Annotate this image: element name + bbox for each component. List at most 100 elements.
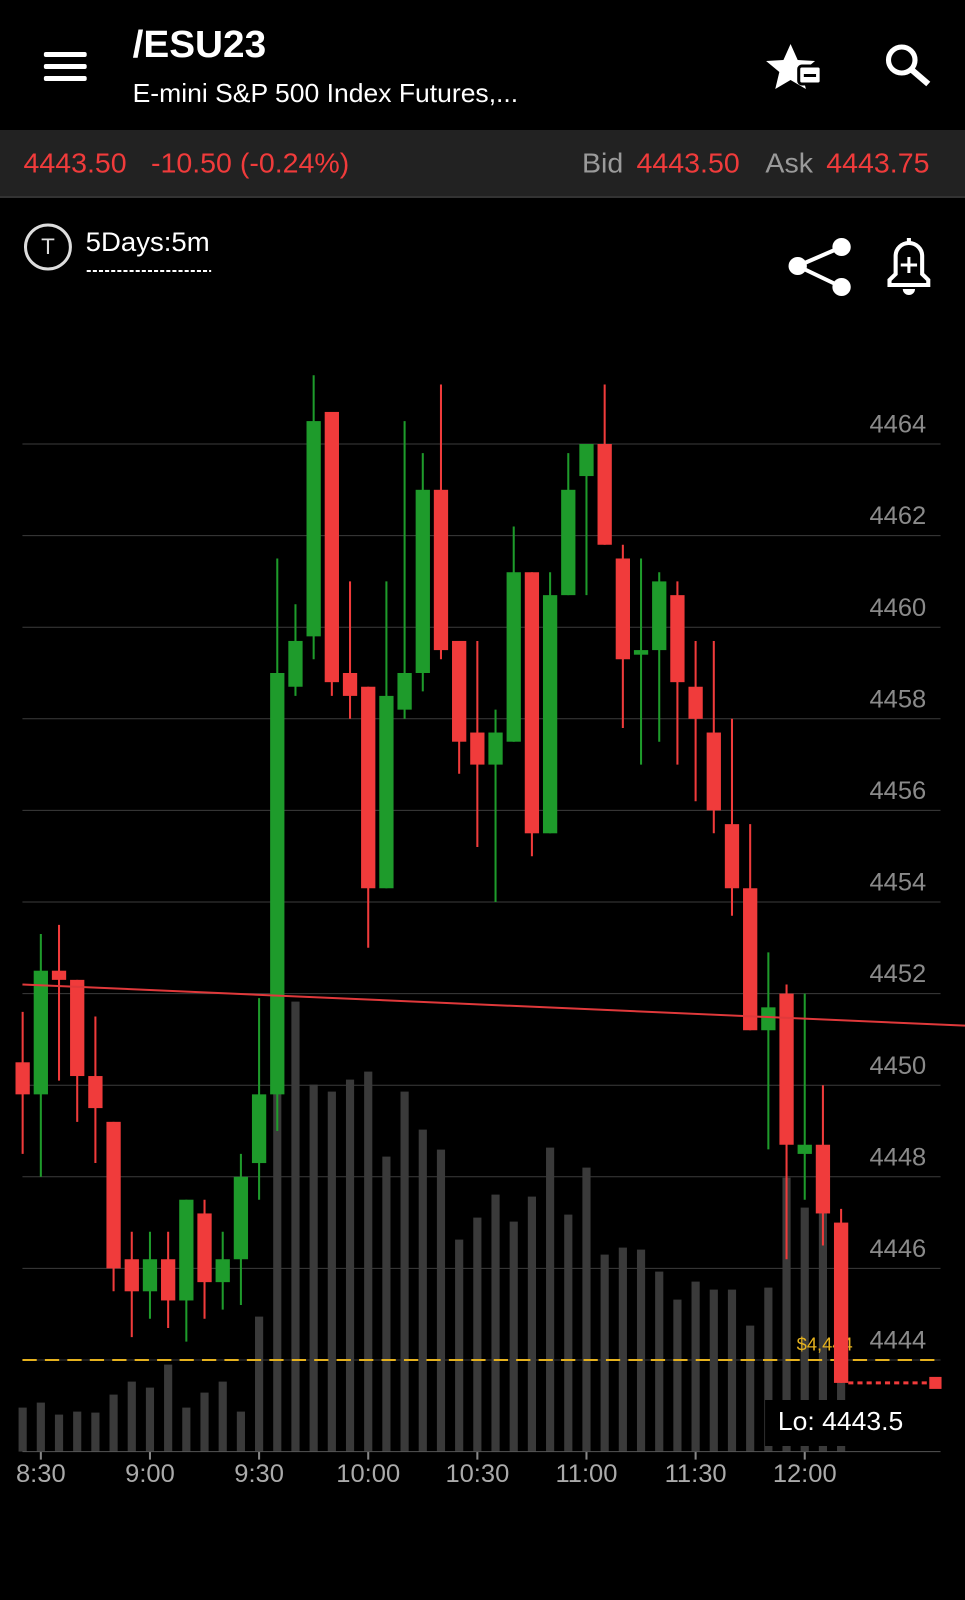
volume-bar	[782, 1177, 791, 1452]
candle-body	[397, 673, 412, 710]
share-lines	[792, 245, 843, 289]
last-price: 4443.50	[23, 147, 126, 179]
divider	[0, 196, 965, 198]
bid: 4443.50	[637, 147, 740, 179]
candle-body	[797, 1144, 812, 1154]
period: 5Days:5m	[86, 226, 210, 257]
volume-bar	[600, 1254, 609, 1452]
bell-plus	[900, 257, 918, 273]
volume-bar	[73, 1411, 82, 1452]
candle-body	[706, 732, 721, 811]
volume-bar	[236, 1411, 245, 1452]
volume-bar	[382, 1156, 391, 1452]
alert-button[interactable]	[887, 238, 931, 295]
volume-bar	[182, 1407, 191, 1452]
volume-bar	[218, 1381, 227, 1452]
search-handle	[909, 67, 931, 87]
menu-bar	[43, 64, 87, 69]
volume-bar	[727, 1289, 737, 1452]
y-tick-label: 4448	[870, 1144, 927, 1172]
y-tick-label: 4454	[870, 869, 927, 897]
candle-body	[270, 673, 285, 1095]
candle-body	[324, 411, 339, 683]
y-tick-label: 4446	[870, 1235, 927, 1263]
candle-body	[197, 1213, 212, 1283]
x-tick-label: 11:30	[665, 1460, 727, 1488]
x-tick-label: 8:30	[16, 1460, 66, 1488]
candle-body	[233, 1176, 249, 1260]
volume-bar	[582, 1167, 591, 1452]
candle-body	[761, 1007, 776, 1031]
candle-body	[833, 1222, 849, 1383]
candle-body	[561, 489, 576, 596]
candle-body	[15, 1062, 30, 1095]
volume-bar	[309, 1084, 318, 1452]
candle-body	[306, 421, 321, 637]
candle-body	[524, 572, 540, 834]
candle-body	[597, 444, 612, 545]
search-icon	[885, 44, 918, 76]
candle-body	[361, 686, 376, 889]
volume-bar	[18, 1407, 27, 1452]
candle-body	[633, 650, 649, 655]
last-price-marker	[929, 1376, 942, 1389]
volume-bar	[691, 1281, 700, 1452]
watchlist-button[interactable]	[766, 44, 823, 89]
ask: 4443.75	[826, 147, 929, 179]
candle-body	[33, 970, 48, 1095]
volume-bar	[109, 1394, 118, 1452]
volume-bar	[327, 1091, 336, 1452]
candle-body	[452, 640, 467, 742]
candle-body	[215, 1259, 230, 1283]
share-button[interactable]	[788, 238, 851, 296]
candle-body	[88, 1076, 103, 1109]
candle-body	[433, 489, 449, 651]
volume-bar	[145, 1387, 155, 1452]
volume-bar	[746, 1325, 755, 1452]
volume-bar	[818, 1179, 828, 1452]
volume-bar	[400, 1091, 409, 1452]
chart-type-button[interactable]: T	[23, 223, 72, 271]
volume-bar	[255, 1316, 264, 1452]
description: E-mini S&P 500 Index Futures,...	[133, 78, 519, 108]
x-tick-label: 10:30	[445, 1460, 509, 1488]
x-tick-label: 9:00	[125, 1460, 175, 1488]
bell-clapper	[902, 289, 916, 295]
type-letter: T	[41, 234, 55, 259]
moving-average	[22, 983, 965, 1027]
quote-bar	[0, 130, 965, 196]
y-tick-label: 4460	[870, 594, 927, 622]
period-button[interactable]: 5Days:5m	[86, 226, 212, 272]
candle-body	[342, 673, 358, 696]
volume-bar	[436, 1149, 446, 1452]
volume-bar	[709, 1289, 718, 1452]
volume-bar	[291, 1001, 300, 1452]
candle-body	[688, 686, 703, 719]
candle-body	[415, 489, 430, 673]
menu-button[interactable]	[43, 52, 87, 81]
volume-bar	[473, 1217, 482, 1452]
candle-body	[124, 1259, 139, 1292]
candle-body	[470, 732, 485, 765]
change: -10.50 (-0.24%)	[151, 147, 349, 179]
search-button[interactable]	[885, 44, 931, 87]
candle-body	[615, 558, 630, 660]
candle-body	[579, 444, 594, 477]
menu-bar	[43, 76, 87, 81]
volume-bar	[636, 1249, 646, 1452]
y-tick-label: 4450	[870, 1052, 927, 1080]
volume-bar	[455, 1239, 464, 1452]
volume-bar	[527, 1196, 536, 1452]
volume-bar	[54, 1414, 64, 1452]
candle-body	[815, 1144, 831, 1214]
volume-bar	[418, 1129, 427, 1452]
volume-bar	[800, 1207, 809, 1452]
candle-body	[488, 732, 503, 765]
volume-bar	[36, 1402, 45, 1452]
bid-label: Bid	[582, 147, 623, 179]
x-tick-label: 11:00	[556, 1460, 618, 1488]
volume-bar	[546, 1147, 555, 1452]
volume-bar	[273, 944, 282, 1452]
